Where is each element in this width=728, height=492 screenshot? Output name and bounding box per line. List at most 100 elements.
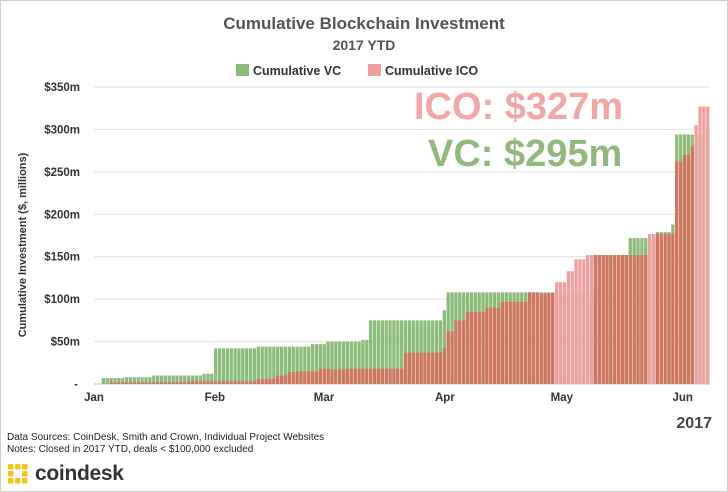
vc-bar bbox=[105, 378, 109, 384]
vc-bar bbox=[396, 320, 400, 384]
ico-bar bbox=[558, 282, 563, 384]
vc-bar bbox=[248, 348, 253, 384]
ico-bar bbox=[357, 368, 361, 384]
vc-bar bbox=[295, 346, 299, 384]
vc-bar bbox=[233, 348, 237, 384]
vc-bar bbox=[121, 378, 125, 384]
vc-bar bbox=[148, 377, 152, 384]
coindesk-icon bbox=[8, 464, 28, 484]
vc-bar bbox=[283, 346, 288, 384]
ico-bar bbox=[655, 233, 660, 384]
vc-bar bbox=[353, 341, 357, 384]
vc-bar bbox=[303, 346, 307, 384]
vc-bar bbox=[179, 375, 183, 384]
y-axis-label: Cumulative Investment ($, millions) bbox=[17, 152, 29, 337]
data-sources-note: Data Sources: CoinDesk, Smith and Crown,… bbox=[7, 432, 324, 456]
x-tick-label: Mar bbox=[314, 392, 335, 404]
ico-bar bbox=[469, 311, 474, 384]
vc-bar bbox=[400, 320, 404, 384]
vc-bar bbox=[190, 375, 195, 384]
logo-dot bbox=[22, 464, 28, 470]
y-tick-label: $150m bbox=[44, 252, 80, 264]
ico-bar bbox=[682, 154, 687, 384]
vc-bar bbox=[202, 373, 206, 384]
ico-bar bbox=[326, 368, 330, 384]
ico-bar bbox=[442, 348, 446, 384]
chart: Cumulative Blockchain Investment 2017 YT… bbox=[17, 14, 712, 430]
vc-bar bbox=[388, 320, 392, 384]
ico-bar bbox=[163, 382, 168, 384]
ico-bar bbox=[485, 307, 489, 384]
vc-bar bbox=[132, 377, 137, 384]
ico-bar bbox=[427, 352, 431, 384]
ico-bar bbox=[396, 368, 400, 384]
vc-bar bbox=[392, 320, 396, 384]
ico-bar bbox=[462, 320, 466, 384]
vc-bar bbox=[369, 320, 373, 384]
vc-bar bbox=[155, 375, 160, 384]
ico-bar bbox=[179, 382, 183, 384]
ico-bar bbox=[299, 371, 303, 384]
logo-dot bbox=[22, 471, 28, 477]
ico-bar bbox=[338, 369, 342, 384]
ico-bar bbox=[411, 352, 415, 384]
ico-bar bbox=[551, 293, 555, 384]
ico-bar bbox=[392, 368, 396, 384]
ico-bar bbox=[372, 368, 377, 384]
annotation-vc-total: VC: $295m bbox=[428, 133, 622, 175]
vc-bar bbox=[260, 346, 264, 384]
legend-swatch-vc bbox=[236, 64, 249, 76]
ico-bar bbox=[334, 369, 338, 384]
ico-bar bbox=[651, 233, 656, 384]
x-tick-label: May bbox=[551, 392, 574, 404]
ico-bar bbox=[489, 307, 493, 384]
ico-bar bbox=[361, 368, 365, 384]
ico-bar bbox=[644, 255, 648, 384]
legend-swatch-ico bbox=[368, 64, 381, 76]
ico-bar bbox=[307, 371, 311, 384]
vc-bar bbox=[206, 373, 210, 384]
ico-bar bbox=[493, 307, 497, 384]
ico-bar bbox=[659, 233, 663, 384]
vc-bar bbox=[214, 348, 218, 384]
logo-dot bbox=[8, 478, 14, 484]
ico-bar bbox=[431, 352, 435, 384]
ico-bar bbox=[245, 381, 249, 384]
ico-bar bbox=[233, 381, 237, 384]
logo-dot bbox=[8, 471, 14, 477]
ico-bar bbox=[423, 352, 427, 384]
vc-bar bbox=[124, 377, 129, 384]
y-tick-label: $250m bbox=[44, 167, 80, 179]
vc-bar bbox=[159, 375, 164, 384]
ico-bar bbox=[601, 255, 605, 384]
vc-bar bbox=[229, 348, 233, 384]
ico-bar bbox=[256, 378, 260, 384]
ico-bar bbox=[566, 271, 570, 384]
ico-bar bbox=[248, 381, 253, 384]
ico-bar bbox=[229, 381, 233, 384]
logo-dot bbox=[8, 464, 14, 470]
vc-bar bbox=[109, 378, 113, 384]
chart-title: Cumulative Blockchain Investment bbox=[223, 14, 505, 33]
vc-bar bbox=[117, 378, 121, 384]
vc-bar bbox=[287, 346, 291, 384]
ico-bar bbox=[698, 106, 702, 384]
ico-bar bbox=[589, 255, 594, 384]
y-tick-label: $300m bbox=[44, 124, 80, 136]
vc-bar bbox=[419, 320, 423, 384]
x-tick-label: Feb bbox=[205, 392, 225, 404]
y-tick-labels: - $50m $100m $150m $200m $250m $300m $350m bbox=[44, 82, 80, 391]
ico-bar bbox=[632, 255, 636, 384]
ico-bar bbox=[539, 293, 543, 384]
vc-bar bbox=[221, 348, 226, 384]
ico-bar bbox=[318, 368, 322, 384]
ico-bar bbox=[671, 233, 675, 384]
vc-bar bbox=[256, 346, 260, 384]
coindesk-logo[interactable]: coindesk bbox=[7, 462, 124, 486]
vc-bar bbox=[252, 348, 257, 384]
vc-bar bbox=[403, 320, 408, 384]
legend-label-vc: Cumulative VC bbox=[253, 64, 341, 78]
ico-bar bbox=[314, 371, 319, 384]
ico-bar bbox=[260, 378, 264, 384]
ico-bar bbox=[609, 255, 613, 384]
